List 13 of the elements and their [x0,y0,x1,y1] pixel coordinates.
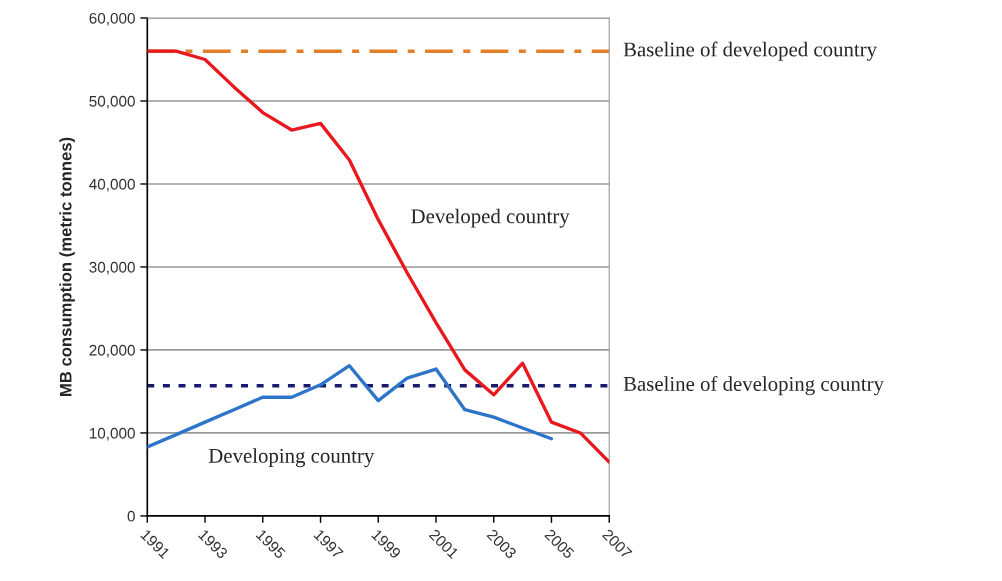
ref-line-label: Baseline of developed country [623,41,877,61]
ref-line-label: Baseline of developing country [623,376,884,396]
y-tick-label: 60,000 [89,12,135,26]
series-label: Developed country [411,208,570,228]
y-tick-label: 20,000 [89,344,135,358]
series-label: Developing country [208,448,375,468]
y-tick-label: 10,000 [89,427,135,441]
y-tick-label: 50,000 [89,95,135,109]
y-axis-title: MB consumption (metric tonnes) [59,137,75,396]
y-tick-label: 0 [127,510,135,522]
line-series [147,364,554,449]
y-tick-label: 40,000 [89,178,135,192]
y-tick-label: 30,000 [89,261,135,275]
